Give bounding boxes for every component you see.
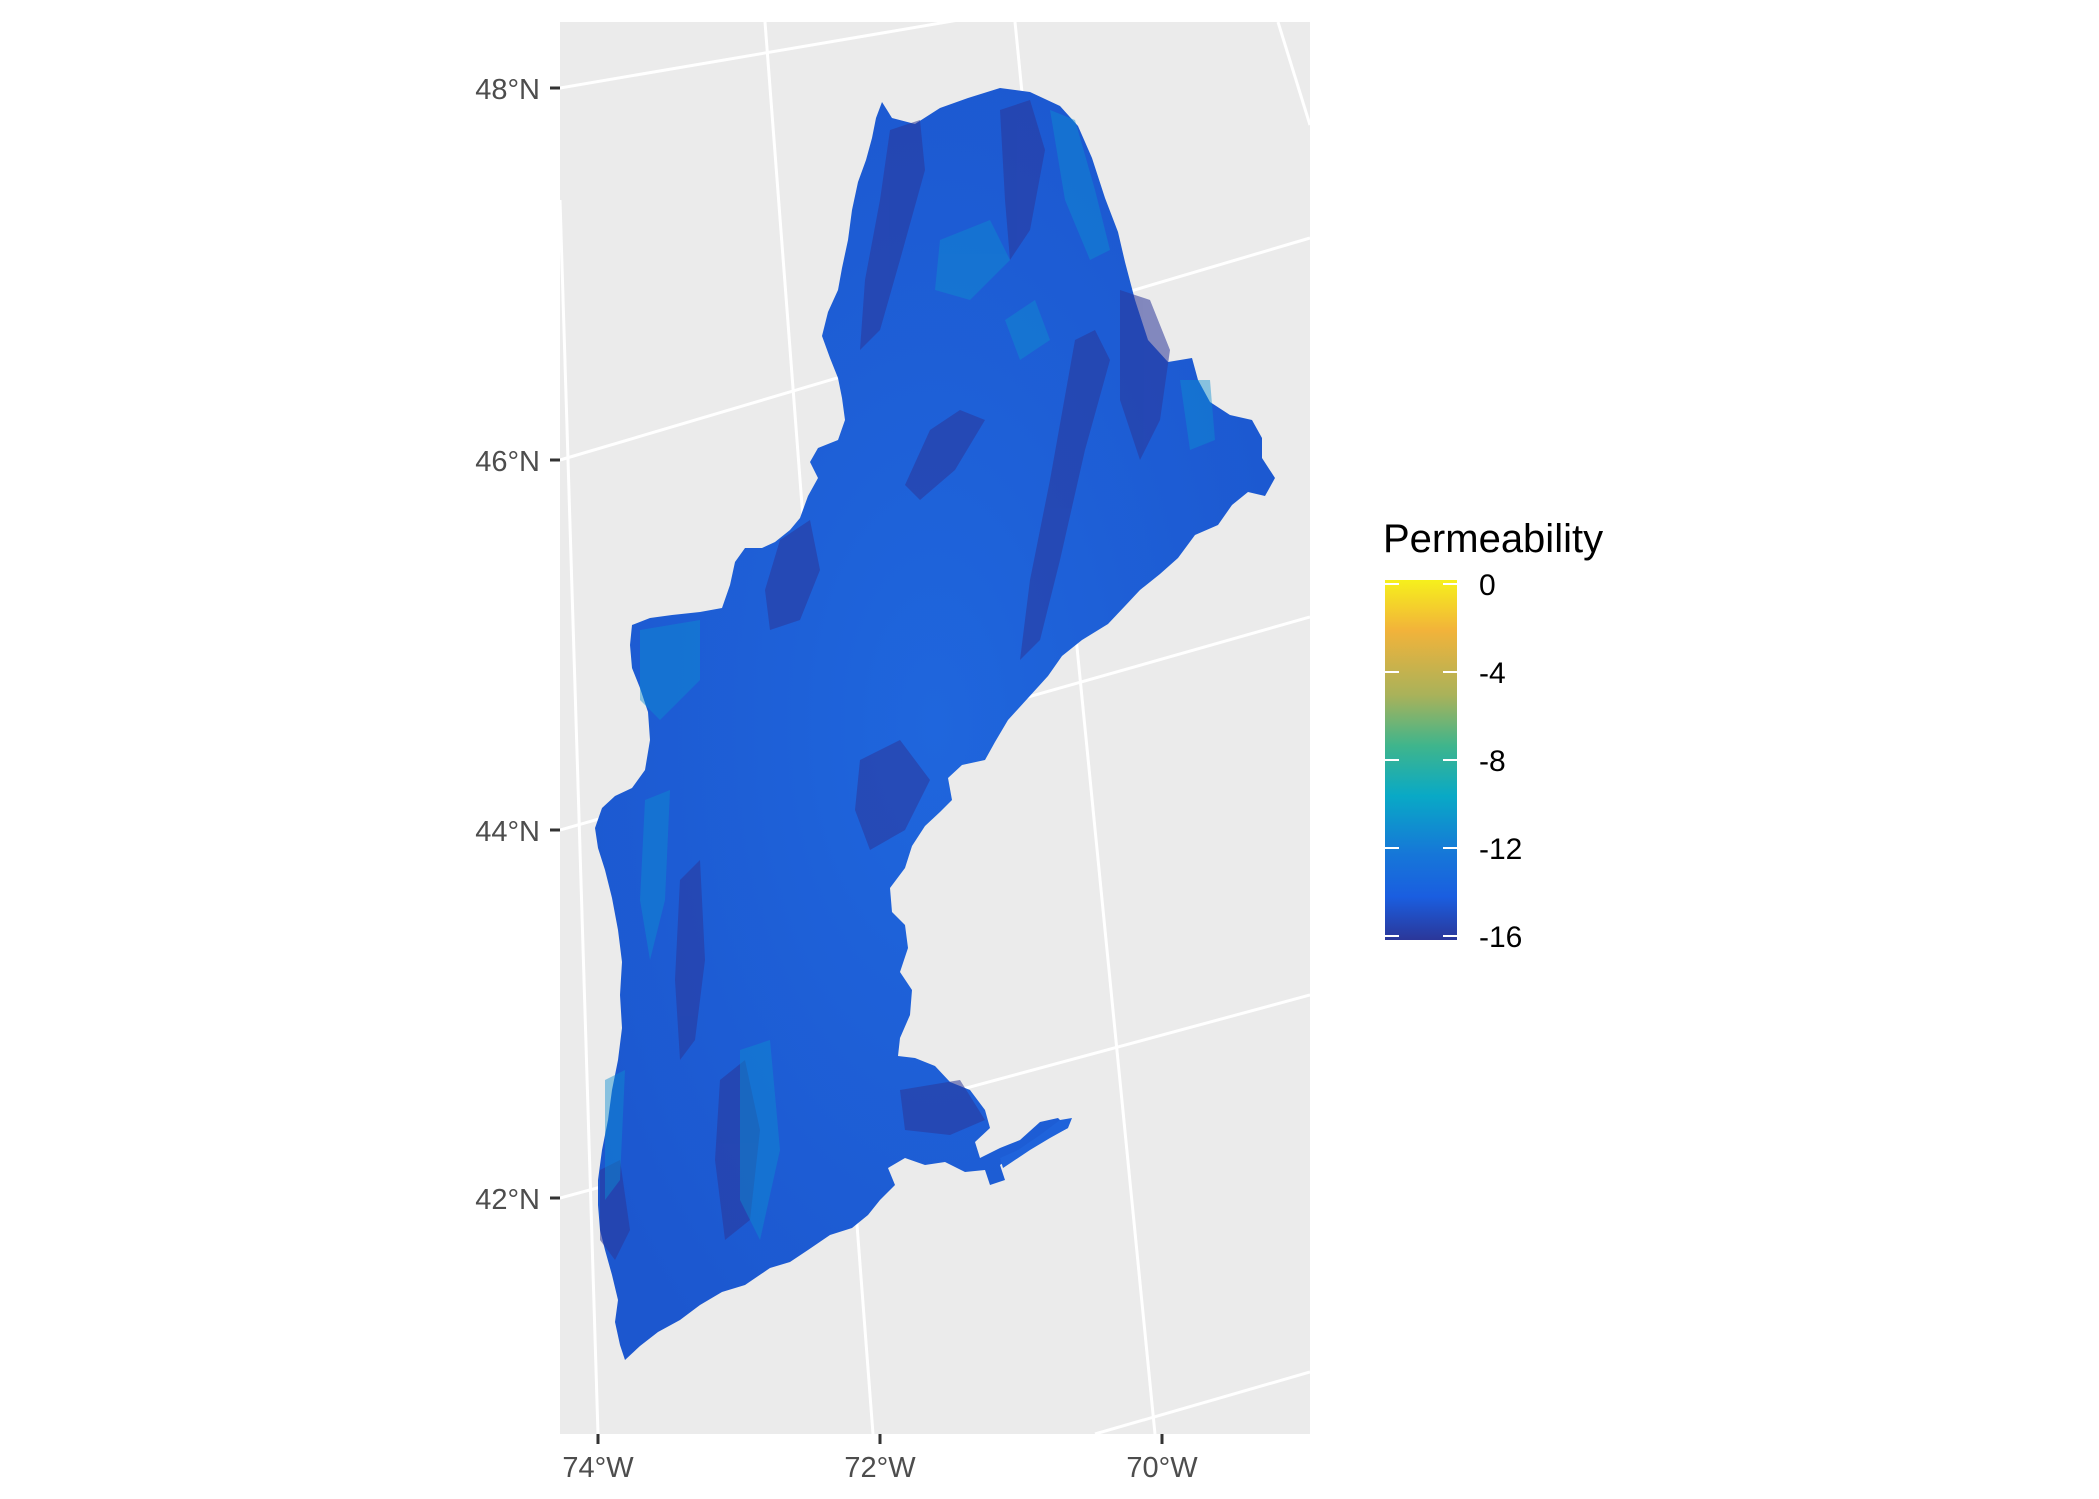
x-axis-labels: 74°W 72°W 70°W bbox=[562, 1452, 1198, 1484]
legend-label-m4: -4 bbox=[1479, 657, 1506, 690]
meridian-68 bbox=[1276, 22, 1310, 126]
lat-label-48: 48°N bbox=[475, 74, 540, 106]
legend-label-m8: -8 bbox=[1479, 745, 1506, 778]
y-axis-labels: 48°N 46°N 44°N 42°N bbox=[475, 74, 540, 1216]
lon-label-72: 72°W bbox=[844, 1452, 916, 1484]
y-axis-ticks bbox=[550, 86, 560, 1200]
parallel-48 bbox=[560, 22, 956, 90]
lon-label-74: 74°W bbox=[562, 1452, 634, 1484]
legend-title: Permeability bbox=[1383, 517, 1603, 561]
parallel-40 bbox=[1094, 1370, 1310, 1434]
meridian-74 bbox=[560, 199, 600, 1434]
legend-label-m16: -16 bbox=[1479, 921, 1522, 954]
x-axis-ticks bbox=[596, 1434, 1164, 1444]
legend-label-0: 0 bbox=[1479, 569, 1496, 602]
legend-colorbar-ticks bbox=[1385, 583, 1457, 937]
new-england-land bbox=[595, 88, 1275, 1360]
region-polygon bbox=[595, 88, 1275, 1360]
legend: Permeability 0 -4 -8 -12 -16 bbox=[1383, 517, 1603, 954]
low-permeability-bands bbox=[600, 100, 1170, 1260]
lat-label-44: 44°N bbox=[475, 816, 540, 848]
lon-label-70: 70°W bbox=[1126, 1452, 1198, 1484]
legend-label-m12: -12 bbox=[1479, 833, 1522, 866]
lat-label-46: 46°N bbox=[475, 446, 540, 478]
cape-cod bbox=[1000, 1118, 1072, 1168]
lat-label-42: 42°N bbox=[475, 1184, 540, 1216]
high-permeability-patches bbox=[605, 110, 1215, 1240]
